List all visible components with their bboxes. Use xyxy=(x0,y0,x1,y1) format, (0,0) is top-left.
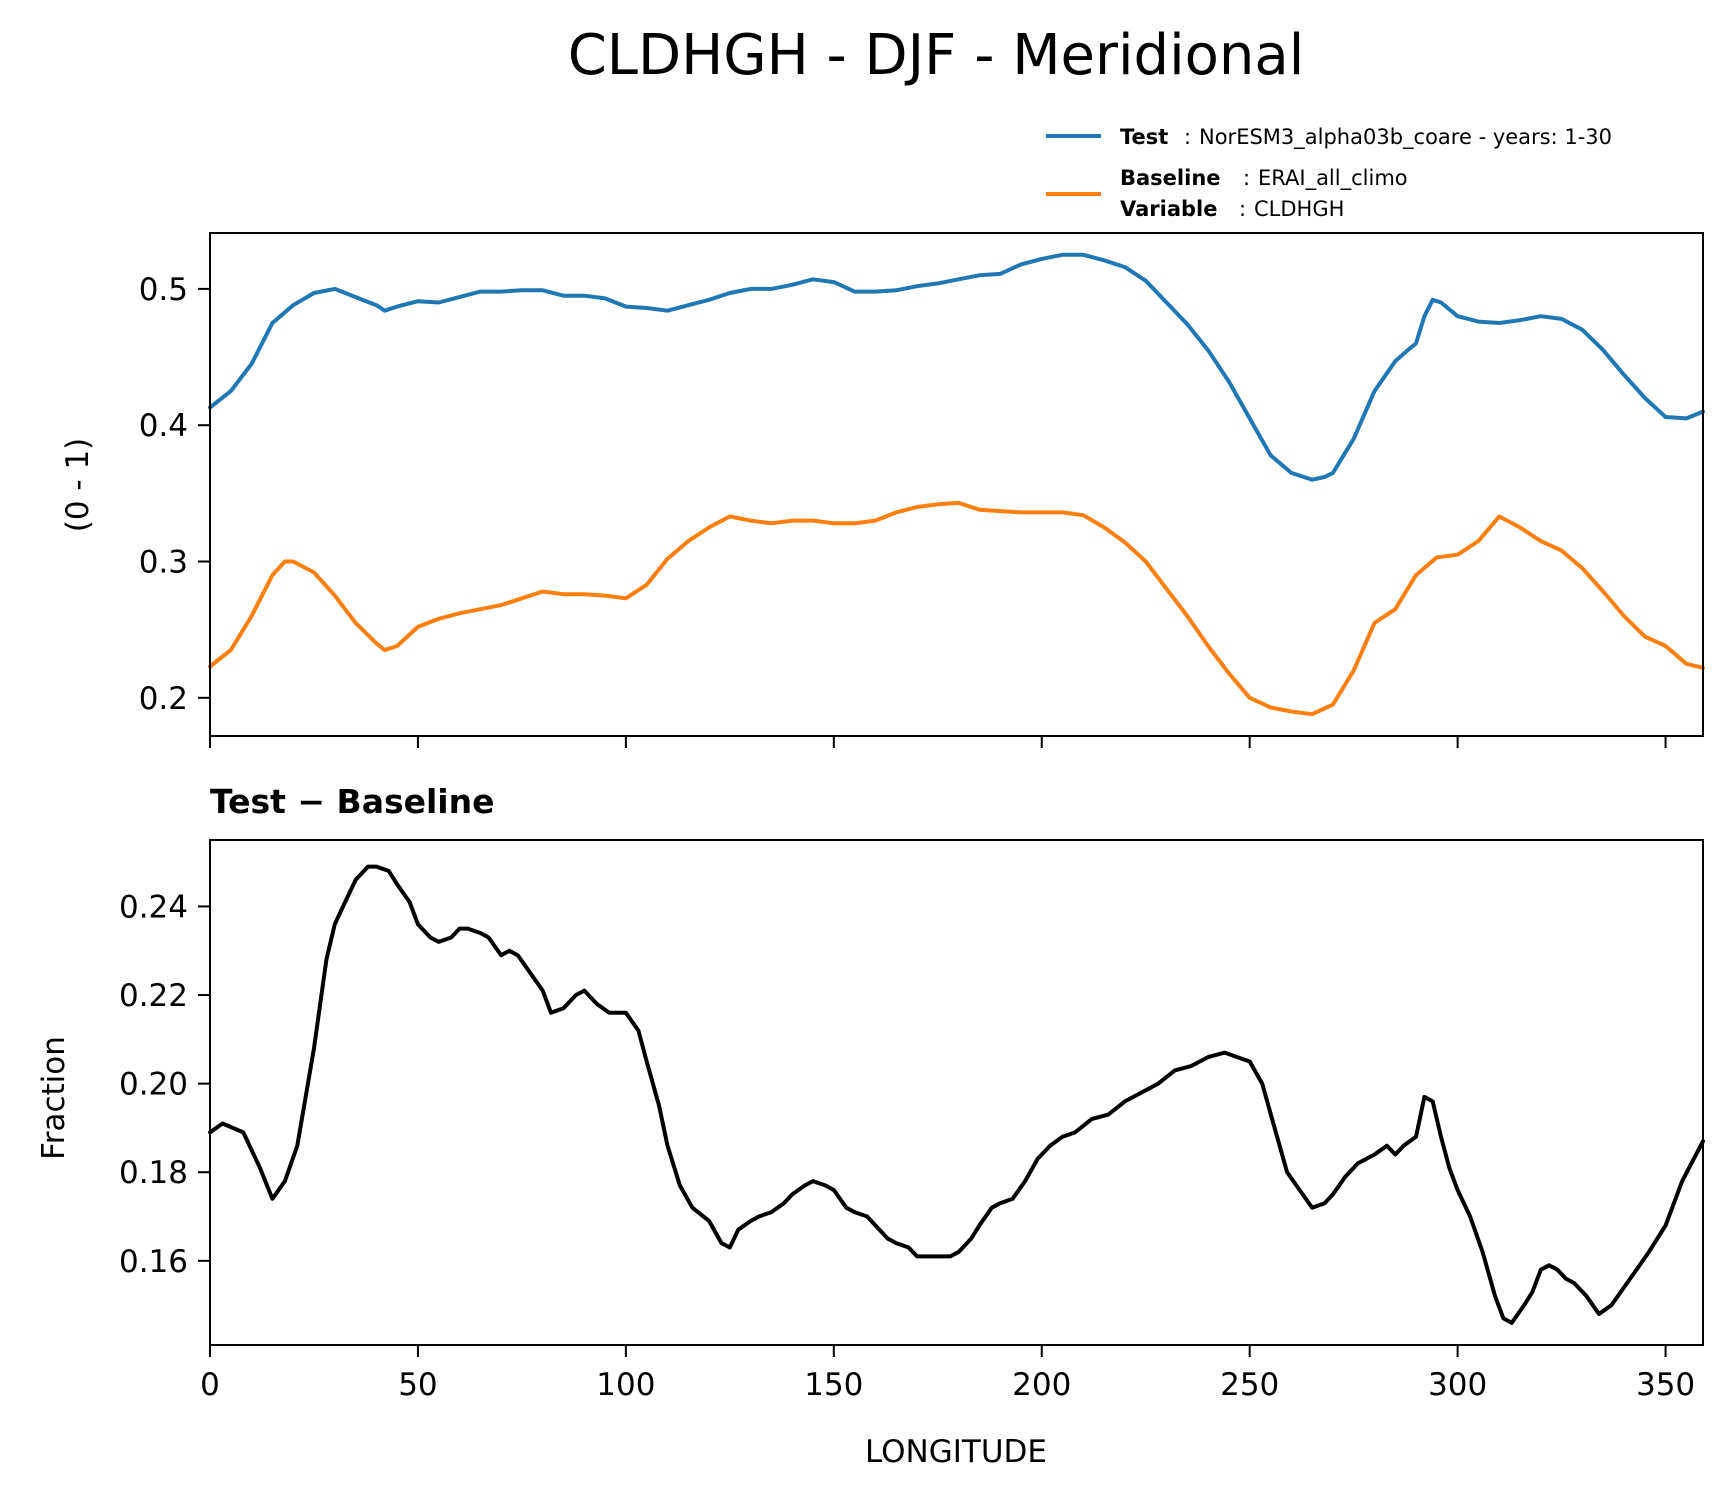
top-panel-series-baseline xyxy=(208,500,1705,717)
bottom-panel-y-axis-label: Fraction xyxy=(36,1036,72,1160)
legend-baseline-value: ERAI_all_climo xyxy=(1258,166,1408,191)
top-panel-y-tick-label: 0.5 xyxy=(139,272,188,308)
legend-baseline-key: Baseline xyxy=(1120,166,1221,190)
bottom-panel-x-tick-label: 300 xyxy=(1428,1367,1487,1403)
top-panel-y-tick-label: 0.4 xyxy=(139,408,188,444)
bottom-panel-title: Test − Baseline xyxy=(210,782,495,821)
bottom-panel-y-tick-label: 0.18 xyxy=(119,1155,188,1191)
legend-variable-separator: : xyxy=(1239,197,1246,221)
legend-variable-value: CLDHGH xyxy=(1254,197,1344,221)
bottom-panel-y-tick-label: 0.16 xyxy=(119,1244,188,1280)
bottom-panel-x-ticks: 0 50 100 150 200 250 300 350 xyxy=(200,1345,1695,1403)
bottom-panel-x-tick-label: 250 xyxy=(1220,1367,1279,1403)
x-axis-label: LONGITUDE xyxy=(865,1434,1047,1470)
bottom-panel-x-tick-label: 100 xyxy=(596,1367,655,1403)
legend-test-separator: : xyxy=(1184,125,1191,149)
top-panel-frame xyxy=(209,232,1704,737)
top-panel-y-tick-label: 0.3 xyxy=(139,545,188,581)
top-panel-lines xyxy=(208,252,1705,717)
top-panel-series-test xyxy=(208,252,1705,482)
top-panel: 0.2 0.3 0.4 0.5 (0 - 1) xyxy=(60,232,1705,748)
legend: Test : NorESM3_alpha03b_coare - years: 1… xyxy=(1046,125,1612,221)
bottom-panel-y-tick-label: 0.20 xyxy=(119,1067,188,1103)
bottom-panel-x-tick-label: 350 xyxy=(1636,1367,1695,1403)
bottom-panel: Test − Baseline 0 50 100 150 200 250 300 350 0.… xyxy=(36,782,1705,1470)
bottom-panel-y-tick-label: 0.22 xyxy=(119,978,188,1014)
legend-test-value: NorESM3_alpha03b_coare - years: 1-30 xyxy=(1199,125,1612,150)
bottom-panel-x-tick-label: 0 xyxy=(200,1367,220,1403)
bottom-panel-lines xyxy=(208,864,1705,1325)
legend-variable-key: Variable xyxy=(1120,197,1217,221)
top-panel-y-tick-label: 0.2 xyxy=(139,681,188,717)
bottom-panel-y-tick-label: 0.24 xyxy=(119,889,188,925)
figure-title: CLDHGH - DJF - Meridional xyxy=(568,23,1305,88)
bottom-panel-y-ticks: 0.16 0.18 0.20 0.22 0.24 xyxy=(119,889,210,1280)
bottom-panel-frame xyxy=(209,839,1704,1346)
top-panel-y-axis-label: (0 - 1) xyxy=(60,438,96,533)
top-panel-y-ticks: 0.2 0.3 0.4 0.5 xyxy=(139,272,210,717)
legend-baseline-separator: : xyxy=(1243,166,1250,190)
top-panel-x-ticks xyxy=(209,736,1667,748)
bottom-panel-x-tick-label: 200 xyxy=(1012,1367,1071,1403)
bottom-panel-x-tick-label: 150 xyxy=(804,1367,863,1403)
bottom-panel-series-test-baseline xyxy=(208,864,1705,1325)
bottom-panel-x-tick-label: 50 xyxy=(398,1367,437,1403)
legend-test-key: Test xyxy=(1120,125,1168,149)
